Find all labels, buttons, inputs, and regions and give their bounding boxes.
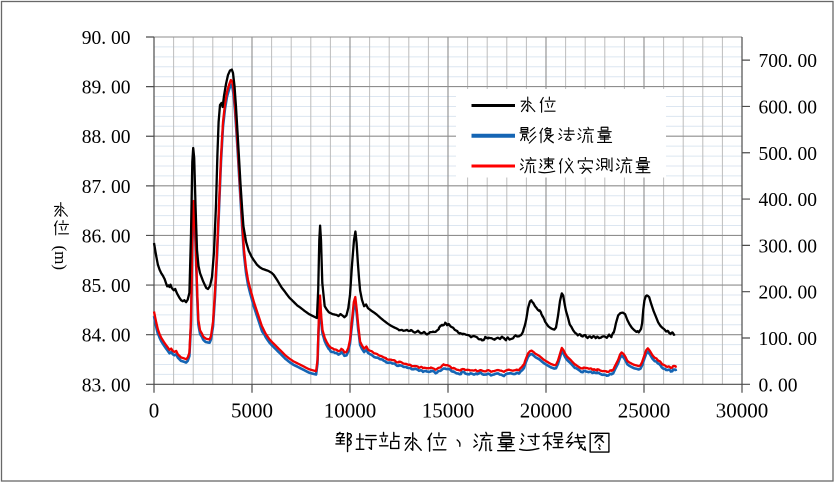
- svg-text:700. 00: 700. 00: [759, 51, 818, 72]
- svg-text:85. 00: 85. 00: [82, 276, 131, 297]
- svg-text:87. 00: 87. 00: [82, 177, 131, 198]
- svg-text:(m): (m): [51, 246, 70, 271]
- svg-text:10000: 10000: [324, 399, 377, 423]
- svg-text:20000: 20000: [520, 399, 573, 423]
- svg-text:86. 00: 86. 00: [82, 227, 131, 248]
- svg-text:90. 00: 90. 00: [82, 28, 131, 49]
- svg-text:5000: 5000: [231, 399, 273, 423]
- svg-text:400. 00: 400. 00: [759, 190, 818, 211]
- svg-text:0: 0: [149, 399, 160, 423]
- svg-text:500. 00: 500. 00: [759, 144, 818, 165]
- svg-text:25000: 25000: [618, 399, 671, 423]
- svg-text:15000: 15000: [422, 399, 475, 423]
- svg-text:100. 00: 100. 00: [759, 329, 818, 350]
- svg-text:88. 00: 88. 00: [82, 127, 131, 148]
- svg-text:600. 00: 600. 00: [759, 98, 818, 119]
- svg-text:83. 00: 83. 00: [82, 375, 131, 396]
- svg-text:300. 00: 300. 00: [759, 236, 818, 257]
- svg-text:200. 00: 200. 00: [759, 283, 818, 304]
- svg-text:89. 00: 89. 00: [82, 78, 131, 99]
- svg-text:84. 00: 84. 00: [82, 326, 131, 347]
- svg-text:30000: 30000: [716, 399, 769, 423]
- svg-text:0. 00: 0. 00: [759, 375, 798, 396]
